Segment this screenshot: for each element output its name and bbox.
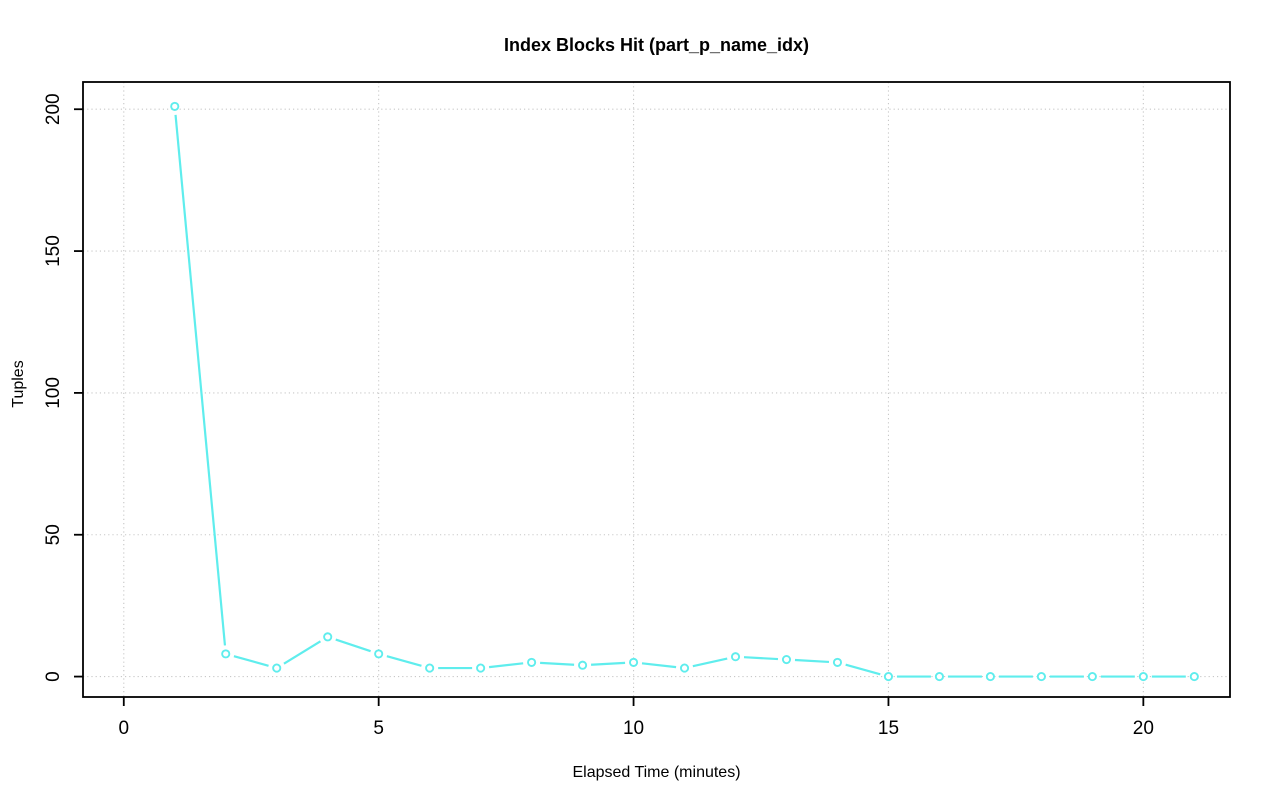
series-segment (488, 662, 524, 669)
y-axis-label: Tuples (10, 360, 27, 408)
data-point-marker (476, 663, 486, 673)
data-point-marker (578, 660, 588, 670)
series-segment (386, 655, 422, 667)
series-segment (540, 661, 575, 666)
series-segment (743, 656, 779, 661)
data-point-marker (679, 663, 690, 673)
data-point-marker (323, 632, 333, 642)
data-point-marker (170, 101, 180, 111)
data-point-marker (272, 663, 282, 673)
data-point-marker (781, 655, 792, 665)
data-point-marker (527, 657, 537, 667)
series-segment (283, 640, 322, 665)
x-axis-label: Elapsed Time (minutes) (572, 764, 741, 781)
data-point-marker (934, 672, 944, 682)
data-point-marker (1189, 672, 1199, 682)
series-segment (641, 662, 677, 669)
series-segment (845, 663, 881, 676)
x-tick-label: 10 (623, 718, 644, 739)
series-segment (335, 638, 371, 653)
series-segment (233, 655, 269, 667)
y-tick-label: 50 (43, 524, 64, 545)
data-point-marker (1087, 672, 1097, 682)
y-tick-label: 100 (43, 377, 64, 409)
data-point-marker (221, 649, 231, 659)
x-tick-label: 20 (1133, 718, 1154, 739)
series-segment (794, 658, 830, 664)
y-tick-label: 200 (43, 93, 64, 125)
series-segment (692, 657, 728, 668)
series-segment (591, 661, 626, 666)
plot-box (82, 81, 1231, 698)
data-point-marker (1036, 672, 1046, 682)
data-point-marker (629, 657, 639, 667)
x-tick-label: 0 (118, 718, 129, 739)
data-point-marker (730, 652, 741, 662)
y-tick-label: 0 (43, 671, 64, 682)
data-point-marker (425, 663, 435, 673)
data-point-marker (1138, 672, 1148, 682)
x-tick-label: 5 (373, 718, 384, 739)
series-segment (174, 114, 227, 646)
data-point-marker (374, 649, 384, 659)
data-point-marker (883, 672, 893, 682)
data-point-marker (985, 672, 995, 682)
data-point-marker (832, 657, 843, 667)
chart-title: Index Blocks Hit (part_p_name_idx) (503, 35, 810, 55)
x-tick-label: 15 (878, 718, 899, 739)
y-tick-label: 150 (43, 235, 64, 267)
